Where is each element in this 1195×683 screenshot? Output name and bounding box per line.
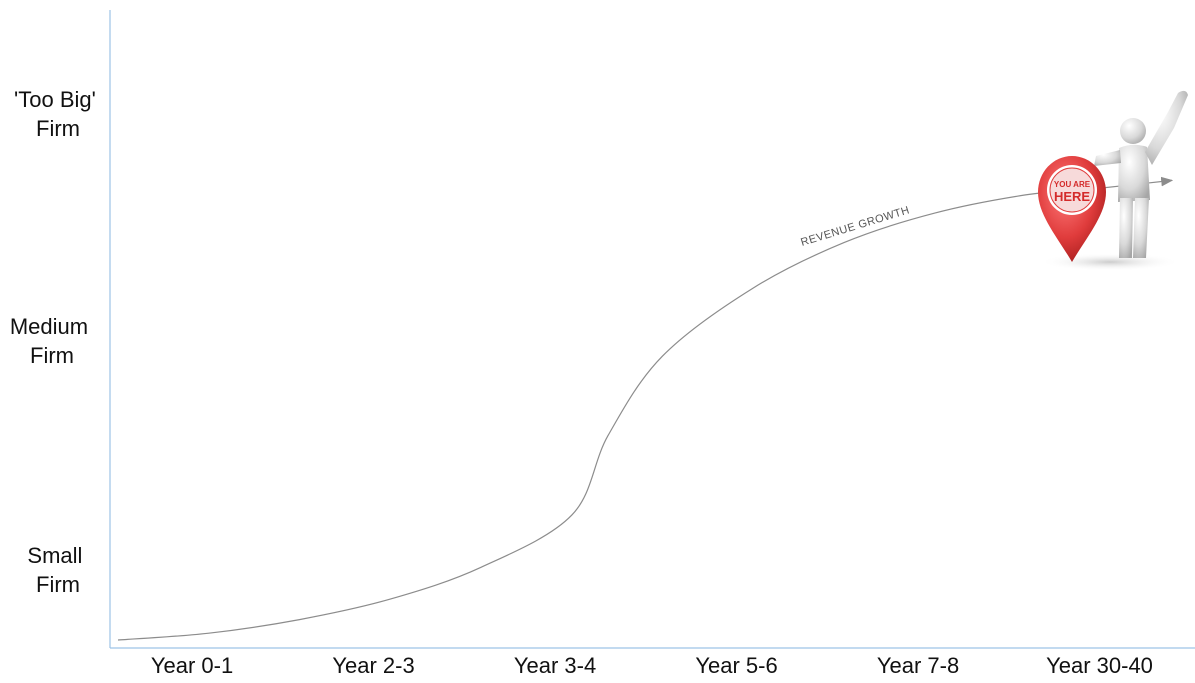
x-tick-label: Year 7-8 — [877, 653, 959, 678]
you-are-here-illustration: YOU ARE HERE — [1038, 90, 1188, 271]
location-pin-icon: YOU ARE HERE — [1038, 156, 1106, 262]
x-tick-label: Year 3-4 — [514, 653, 596, 678]
revenue-growth-line — [117, 176, 1174, 641]
revenue-growth-annotation: REVENUE GROWTH — [799, 204, 911, 249]
y-tick-label-medium: Medium Firm — [10, 314, 94, 368]
figure-shadow — [1040, 253, 1180, 271]
x-tick-label: Year 2-3 — [332, 653, 414, 678]
pin-label-line2: HERE — [1054, 189, 1090, 204]
person-figure-icon — [1094, 90, 1188, 258]
y-tick-label-small: Small Firm — [27, 543, 88, 597]
y-tick-label-too-big: 'Too Big' Firm — [14, 87, 102, 141]
x-tick-label: Year 5-6 — [695, 653, 777, 678]
pin-label-line1: YOU ARE — [1054, 180, 1091, 189]
x-tick-label: Year 30-40 — [1046, 653, 1153, 678]
x-tick-label: Year 0-1 — [151, 653, 233, 678]
y-tick-labels: 'Too Big' Firm Medium Firm Small Firm — [10, 87, 102, 597]
x-tick-labels: Year 0-1 Year 2-3 Year 3-4 Year 5-6 Year 7-8… — [151, 653, 1153, 678]
